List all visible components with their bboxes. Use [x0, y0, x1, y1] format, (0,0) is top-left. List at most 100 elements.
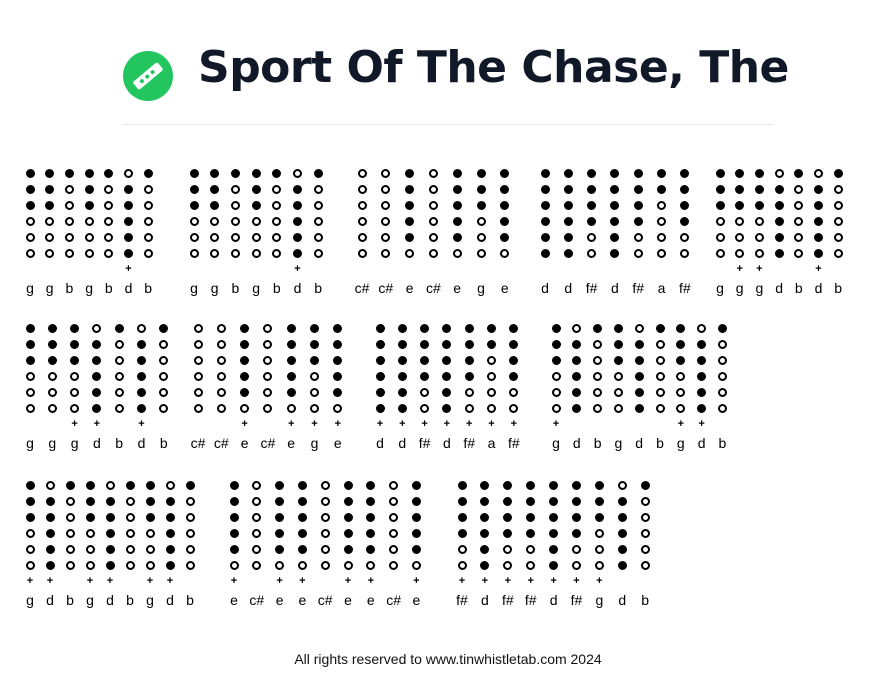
closed-hole: [680, 216, 690, 226]
closed-hole: [420, 323, 430, 333]
open-hole: [114, 339, 124, 349]
open-hole: [65, 496, 75, 506]
closed-hole: [229, 544, 239, 554]
closed-hole: [452, 184, 462, 194]
closed-hole: [411, 544, 421, 554]
octave-plus-marker: +: [86, 575, 94, 587]
note-label: a: [487, 435, 496, 451]
closed-hole: [297, 544, 307, 554]
closed-hole: [572, 387, 582, 397]
note-label: d: [293, 280, 302, 296]
closed-hole: [680, 200, 690, 210]
open-hole: [251, 232, 261, 242]
open-hole: [333, 403, 343, 413]
open-hole: [389, 560, 399, 570]
closed-hole: [594, 512, 604, 522]
closed-hole: [500, 184, 510, 194]
open-hole: [230, 216, 240, 226]
open-hole: [263, 371, 273, 381]
open-hole: [64, 232, 74, 242]
closed-hole: [159, 323, 169, 333]
open-hole: [754, 216, 764, 226]
closed-hole: [229, 528, 239, 538]
note-label: d: [398, 435, 407, 451]
note-label: d: [166, 592, 174, 608]
open-hole: [833, 216, 843, 226]
open-hole: [210, 216, 220, 226]
closed-hole: [210, 200, 220, 210]
note-label: g: [716, 280, 724, 296]
closed-hole: [375, 355, 385, 365]
open-hole: [252, 560, 262, 570]
closed-hole: [617, 528, 627, 538]
note-label: b: [656, 435, 664, 451]
open-hole: [405, 248, 415, 258]
open-hole: [357, 200, 367, 210]
closed-hole: [476, 200, 486, 210]
closed-hole: [503, 528, 513, 538]
open-hole: [293, 168, 302, 178]
note-label: e: [333, 435, 342, 451]
closed-hole: [540, 184, 550, 194]
closed-hole: [476, 184, 486, 194]
closed-hole: [366, 528, 376, 538]
closed-hole: [375, 323, 385, 333]
note-label: g: [48, 435, 57, 451]
footer-copyright: All rights reserved to www.tinwhistletab…: [294, 651, 602, 667]
open-hole: [389, 512, 399, 522]
closed-hole: [210, 184, 220, 194]
closed-hole: [794, 168, 804, 178]
closed-hole: [375, 371, 385, 381]
closed-hole: [25, 168, 35, 178]
octave-plus-marker: +: [504, 575, 512, 587]
closed-hole: [105, 496, 115, 506]
closed-hole: [526, 480, 536, 490]
note-label: e: [344, 592, 352, 608]
open-hole: [613, 371, 623, 381]
octave-plus-marker: +: [756, 263, 763, 275]
closed-hole: [240, 387, 250, 397]
open-hole: [754, 232, 764, 242]
closed-hole: [572, 528, 581, 538]
open-hole: [85, 544, 95, 554]
closed-hole: [47, 355, 57, 365]
note-label: g: [146, 592, 154, 608]
closed-hole: [572, 480, 581, 490]
open-hole: [25, 371, 35, 381]
octave-plus-marker: +: [276, 575, 283, 587]
closed-hole: [526, 496, 536, 506]
open-hole: [476, 248, 486, 258]
closed-hole: [509, 355, 519, 365]
closed-hole: [297, 528, 307, 538]
open-hole: [655, 339, 665, 349]
closed-hole: [442, 387, 452, 397]
closed-hole: [540, 216, 550, 226]
open-hole: [320, 496, 330, 506]
note-label: d: [124, 280, 133, 296]
open-hole: [310, 403, 319, 413]
octave-plus-marker: +: [399, 418, 406, 430]
closed-hole: [442, 371, 452, 381]
note-label: d: [480, 592, 489, 608]
open-hole: [381, 232, 391, 242]
closed-hole: [230, 168, 240, 178]
closed-hole: [697, 355, 707, 365]
open-hole: [104, 200, 114, 210]
closed-hole: [657, 168, 666, 178]
closed-hole: [210, 168, 220, 178]
note-label: g: [85, 280, 93, 296]
open-hole: [657, 232, 666, 242]
closed-hole: [397, 403, 407, 413]
note-label: f#: [678, 280, 691, 296]
open-hole: [794, 184, 804, 194]
open-hole: [65, 560, 75, 570]
note-label: d: [814, 280, 823, 296]
closed-hole: [487, 323, 496, 333]
closed-hole: [610, 216, 620, 226]
closed-hole: [189, 200, 199, 210]
open-hole: [64, 184, 74, 194]
open-hole: [272, 184, 282, 194]
note-label: g: [310, 435, 319, 451]
closed-hole: [715, 184, 725, 194]
note-label: e: [412, 592, 421, 608]
